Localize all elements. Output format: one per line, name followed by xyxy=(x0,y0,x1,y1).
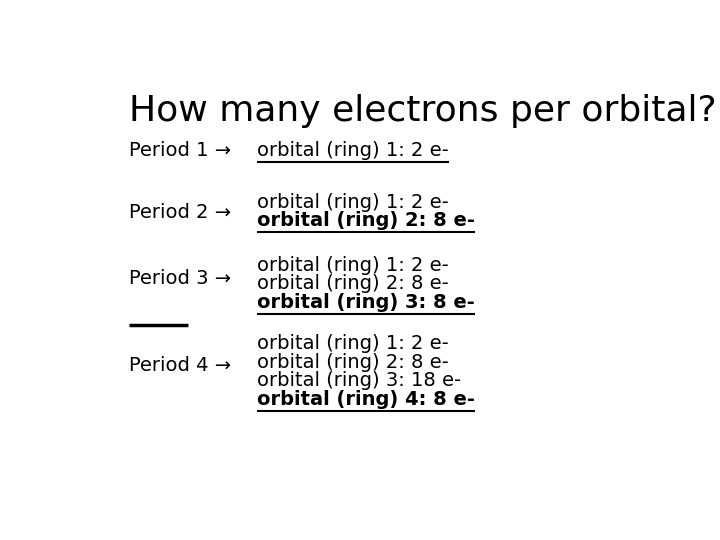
Text: orbital (ring) 2: 8 e-: orbital (ring) 2: 8 e- xyxy=(258,211,475,230)
Text: orbital (ring) 1: 2 e-: orbital (ring) 1: 2 e- xyxy=(258,140,449,159)
Text: orbital (ring) 4: 8 e-: orbital (ring) 4: 8 e- xyxy=(258,390,475,409)
Text: Period 2 →: Period 2 → xyxy=(129,203,231,222)
Text: orbital (ring) 2: 8 e-: orbital (ring) 2: 8 e- xyxy=(258,274,449,293)
Text: How many electrons per orbital?: How many electrons per orbital? xyxy=(129,94,716,128)
Text: orbital (ring) 1: 2 e-: orbital (ring) 1: 2 e- xyxy=(258,334,449,353)
Text: Period 4 →: Period 4 → xyxy=(129,355,231,375)
Text: orbital (ring) 2: 8 e-: orbital (ring) 2: 8 e- xyxy=(258,353,449,372)
Text: Period 1 →: Period 1 → xyxy=(129,140,231,159)
Text: orbital (ring) 1: 2 e-: orbital (ring) 1: 2 e- xyxy=(258,193,449,212)
Text: orbital (ring) 1: 2 e-: orbital (ring) 1: 2 e- xyxy=(258,256,449,275)
Text: orbital (ring) 3: 18 e-: orbital (ring) 3: 18 e- xyxy=(258,372,462,390)
Text: Period 3 →: Period 3 → xyxy=(129,269,231,288)
Text: orbital (ring) 3: 8 e-: orbital (ring) 3: 8 e- xyxy=(258,293,475,312)
